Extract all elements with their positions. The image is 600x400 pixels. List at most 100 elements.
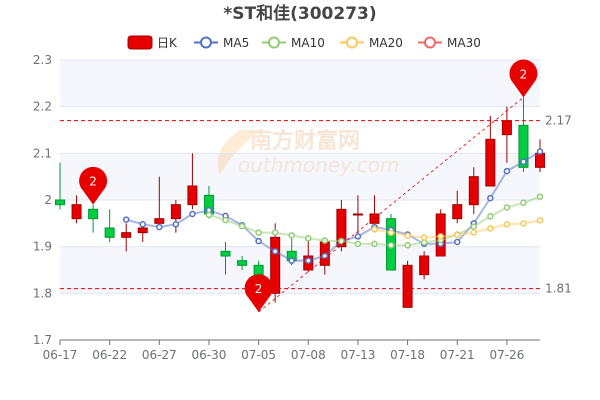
mark-point-label: 2 xyxy=(255,282,263,296)
ma20-point xyxy=(470,229,478,236)
x-tick-label: 06-27 xyxy=(142,348,177,362)
ma5-point xyxy=(189,210,196,218)
ma10-point xyxy=(387,242,395,249)
mark-point-label: 2 xyxy=(89,175,97,189)
ma10-point xyxy=(305,235,312,242)
ma5-point xyxy=(321,252,329,260)
ma5-point xyxy=(536,148,544,155)
x-tick-label: 06-22 xyxy=(92,348,127,362)
y-tick-label: 1.8 xyxy=(33,286,52,300)
ma10-point xyxy=(520,199,527,207)
ma10-point xyxy=(238,222,246,230)
candle-body xyxy=(104,227,115,238)
ma10-point xyxy=(222,216,229,224)
map-pin-icon xyxy=(244,274,273,312)
grid-band xyxy=(60,60,540,107)
ma10-point xyxy=(205,211,213,219)
ma20-point xyxy=(437,233,444,240)
grid-band xyxy=(60,246,540,294)
ma10-point xyxy=(255,229,262,236)
ma5-point xyxy=(255,237,262,245)
candle-body xyxy=(220,250,231,257)
candle-body xyxy=(352,213,363,216)
ma10-point xyxy=(371,240,378,248)
candle-body xyxy=(237,260,248,266)
candle-body xyxy=(336,208,347,248)
candle-body xyxy=(468,176,479,206)
mark-point-label: 2 xyxy=(520,67,528,81)
ma10-point xyxy=(338,237,345,245)
ma10-point xyxy=(536,193,544,200)
candle-body xyxy=(501,120,512,136)
candle-body xyxy=(369,213,380,224)
ma10-point xyxy=(404,242,411,249)
legend-label: MA30 xyxy=(447,36,481,50)
svg-text:南方财富网: 南方财富网 xyxy=(250,128,360,154)
candle-body xyxy=(187,185,198,206)
legend-candle-icon xyxy=(127,35,153,50)
legend: 日K MA5 MA10 MA20 MA30 xyxy=(127,35,481,50)
candle-body xyxy=(88,208,99,220)
legend-marker-icon xyxy=(346,36,358,49)
candle-body xyxy=(402,264,413,308)
legend-label: MA10 xyxy=(291,36,325,50)
mark-line-label: 2.17 xyxy=(545,114,572,128)
map-pin-icon xyxy=(79,166,108,205)
legend-marker-icon xyxy=(200,36,212,49)
candle-body xyxy=(121,232,132,238)
ma20-point xyxy=(487,225,494,232)
ma5-point xyxy=(139,221,147,228)
candle-body xyxy=(55,199,65,206)
legend-label: 日K xyxy=(157,36,178,50)
y-tick-label: 2.3 xyxy=(33,53,52,67)
y-tick-label: 2.1 xyxy=(33,146,52,160)
ma20-point xyxy=(503,221,511,228)
ma5-point xyxy=(487,194,494,202)
ma20-point xyxy=(371,226,378,233)
ma20-point xyxy=(520,220,527,227)
mark-line-label: 1.81 xyxy=(545,282,572,296)
ma5-point xyxy=(503,167,511,175)
x-tick-label: 06-17 xyxy=(43,348,78,362)
legend-label: MA20 xyxy=(369,36,403,50)
y-tick-label: 1.7 xyxy=(33,333,52,347)
ma20-point xyxy=(387,229,395,236)
ma5-point xyxy=(122,216,130,223)
candle-body xyxy=(270,236,281,294)
ma5-point xyxy=(271,248,279,255)
x-tick-label: 07-26 xyxy=(489,348,524,362)
ma10-point xyxy=(503,204,511,211)
y-tick-label: 2 xyxy=(44,193,52,207)
ma5-point xyxy=(453,238,461,246)
ma5-point xyxy=(288,257,295,264)
ma5-point xyxy=(172,221,180,228)
candle-body xyxy=(535,152,545,168)
ma5-point xyxy=(520,158,527,165)
ma5-point xyxy=(305,257,312,264)
ma10-point xyxy=(271,229,279,236)
trend-line xyxy=(258,97,524,313)
x-tick-label: 07-05 xyxy=(241,348,276,362)
x-tick-label: 07-18 xyxy=(390,348,425,362)
watermark: 南方财富网 outhmoney.com xyxy=(217,128,399,177)
ma20-point xyxy=(453,231,461,239)
x-tick-label: 06-30 xyxy=(192,348,227,362)
grid-band xyxy=(60,153,540,200)
x-tick-label: 07-21 xyxy=(440,348,475,362)
chart-title: *ST和佳(300273) xyxy=(223,3,376,24)
ma20-point xyxy=(404,232,411,239)
candle-body xyxy=(452,204,463,220)
ma10-point xyxy=(487,213,494,220)
x-tick-label: 07-08 xyxy=(291,348,326,362)
candle-body xyxy=(518,124,529,168)
legend-marker-icon xyxy=(268,36,280,49)
ma20-point xyxy=(536,217,544,224)
x-tick-label: 07-13 xyxy=(340,348,375,362)
ma20-point xyxy=(420,234,428,241)
legend-marker-icon xyxy=(424,36,436,49)
candle-body xyxy=(137,227,148,234)
candle-body xyxy=(170,204,181,220)
ma5-point xyxy=(156,223,163,231)
